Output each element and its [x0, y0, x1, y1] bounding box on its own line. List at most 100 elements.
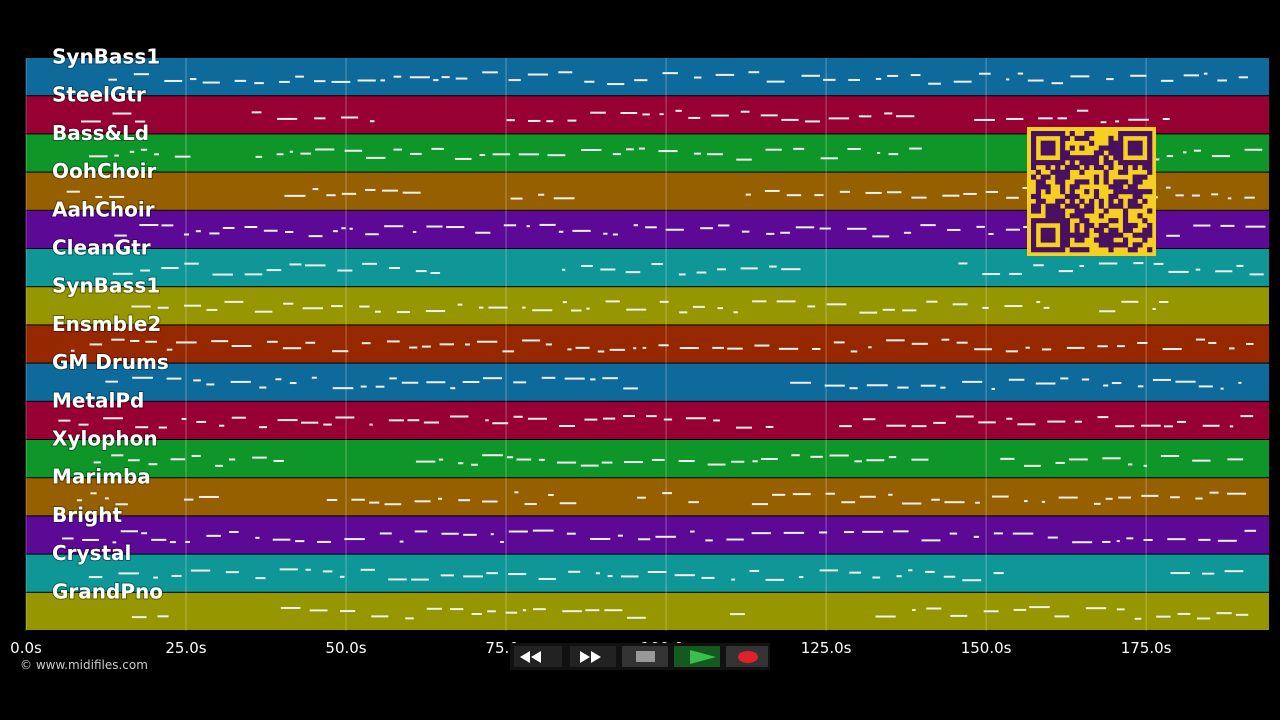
note: [911, 425, 927, 428]
note: [331, 80, 351, 83]
grid: [25, 58, 1147, 631]
note: [792, 493, 811, 496]
note: [289, 150, 294, 153]
qr-cell: [1098, 150, 1104, 156]
rewind-icon[interactable]: [520, 651, 541, 663]
note: [533, 608, 546, 611]
note: [731, 460, 745, 463]
note: [562, 301, 567, 304]
note: [450, 387, 456, 390]
qr-cell: [1040, 160, 1046, 166]
qr-cell: [1127, 160, 1133, 166]
qr-cell: [1045, 164, 1051, 171]
note: [1035, 382, 1056, 385]
note: [1134, 617, 1142, 620]
qr-cell: [1074, 164, 1080, 171]
note: [360, 385, 367, 388]
stop-button[interactable]: [622, 646, 668, 667]
qr-cell: [1084, 247, 1090, 253]
qr-cell: [1060, 160, 1066, 166]
note: [568, 570, 581, 573]
note: [426, 225, 443, 228]
note: [595, 572, 600, 575]
note: [1249, 273, 1264, 276]
qr-cell: [1069, 131, 1075, 137]
play-button[interactable]: [674, 646, 720, 667]
note: [752, 460, 758, 463]
note: [921, 539, 941, 542]
qr-cell: [1113, 184, 1119, 190]
tick-label: 25.0s: [165, 639, 206, 657]
note: [114, 154, 119, 157]
note: [255, 155, 263, 158]
note: [244, 273, 263, 276]
note: [601, 461, 613, 464]
qr-cell: [1074, 222, 1080, 229]
forward-button[interactable]: [570, 646, 616, 667]
note: [841, 501, 856, 504]
note: [341, 116, 359, 119]
note: [479, 154, 486, 157]
note: [457, 303, 463, 306]
qr-cell: [1031, 164, 1037, 171]
forward-icon[interactable]: [580, 651, 601, 663]
qr-cell: [1108, 145, 1114, 151]
note: [829, 454, 849, 457]
rewind-button[interactable]: [514, 646, 562, 667]
qr-cell: [1045, 184, 1051, 190]
note: [902, 309, 917, 312]
note: [341, 192, 357, 195]
note: [896, 575, 902, 578]
qr-cell: [1045, 140, 1051, 146]
note: [580, 464, 599, 467]
note: [131, 616, 147, 619]
note: [426, 607, 442, 610]
note: [492, 153, 511, 156]
note: [380, 79, 386, 82]
qr-cell: [1031, 160, 1037, 166]
note: [760, 114, 778, 117]
qr-cell: [1050, 140, 1056, 146]
note: [1097, 345, 1108, 348]
qr-cell: [1074, 155, 1080, 161]
qr-cell: [1084, 155, 1090, 161]
qr-cell: [1060, 169, 1066, 175]
qr-cell: [1127, 184, 1133, 190]
record-icon[interactable]: [738, 651, 758, 663]
note: [1066, 346, 1085, 349]
record-button[interactable]: [726, 646, 768, 667]
note: [783, 531, 805, 534]
qr-cell: [1045, 203, 1051, 209]
qr-cell: [1079, 218, 1085, 224]
note: [409, 76, 430, 79]
note: [1193, 149, 1201, 152]
note: [859, 495, 876, 498]
track-name: GrandPno: [52, 579, 163, 603]
qr-cell: [1064, 222, 1071, 229]
qr-cell: [1132, 232, 1138, 238]
note: [590, 111, 606, 114]
note: [129, 150, 135, 153]
qr-cell: [1142, 174, 1148, 180]
note: [412, 230, 417, 233]
note: [1137, 385, 1144, 388]
notes: [58, 71, 1266, 620]
note: [910, 74, 921, 77]
qr-cell: [1108, 198, 1114, 204]
note: [1027, 79, 1044, 82]
note: [276, 153, 284, 156]
note: [1224, 570, 1244, 573]
note: [508, 530, 528, 533]
play-icon[interactable]: [690, 650, 716, 664]
note: [607, 575, 613, 578]
note: [1115, 425, 1135, 428]
note: [482, 454, 503, 457]
qr-cell: [1064, 203, 1071, 209]
note: [1192, 459, 1211, 462]
note: [482, 71, 498, 74]
note: [826, 303, 847, 306]
note: [1235, 613, 1249, 616]
qr-cell: [1084, 131, 1090, 137]
stop-icon[interactable]: [636, 651, 655, 662]
note: [538, 193, 545, 196]
